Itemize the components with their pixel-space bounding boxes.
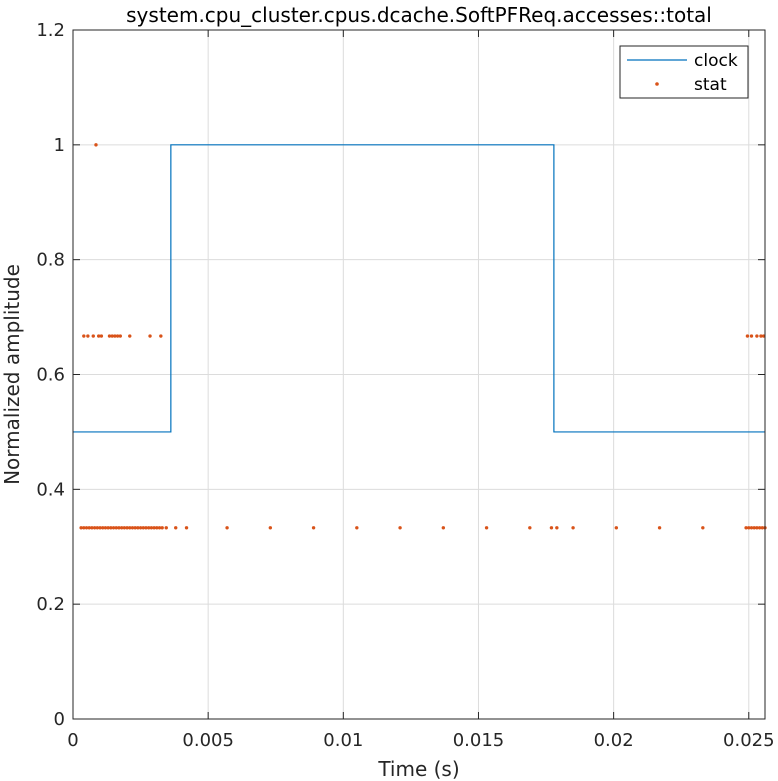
stat-point: [159, 334, 163, 338]
stat-point: [149, 526, 154, 530]
stat-point: [146, 526, 151, 530]
legend: clock stat: [619, 45, 749, 99]
x-tick-label: 0: [67, 730, 78, 751]
stat-point: [160, 526, 164, 530]
stat-point: [103, 526, 108, 530]
stat-point: [164, 526, 168, 530]
stat-point: [87, 526, 91, 530]
stat-point: [133, 526, 137, 530]
stat-point: [109, 526, 113, 530]
ticks: 0 0.005 0.01 0.015 0.02 0.025 0 0.2 0.4 0.6 0.8 1 1.…: [36, 20, 774, 751]
stat-point: [571, 526, 575, 530]
legend-stat-marker: [655, 82, 659, 86]
stat-point: [144, 526, 148, 530]
stat-point: [106, 526, 110, 530]
stat-point: [79, 526, 83, 530]
stat-point: [128, 334, 132, 338]
x-tick-label: 0.01: [323, 730, 363, 751]
stat-point: [148, 334, 152, 338]
stat-point: [111, 526, 116, 530]
stat-point: [555, 526, 559, 530]
x-tick-label: 0.005: [182, 730, 234, 751]
stat-point: [759, 334, 763, 338]
y-tick-label: 1: [54, 135, 65, 156]
stat-point: [225, 526, 229, 530]
stat-point: [101, 526, 105, 530]
stat-point: [122, 526, 127, 530]
stat-point: [745, 334, 750, 338]
stat-point: [118, 334, 123, 338]
stat-point: [90, 526, 94, 530]
stat-point: [141, 526, 145, 530]
series-layer: [73, 143, 767, 530]
stat-point: [84, 526, 89, 530]
x-tick-label: 0.02: [594, 730, 634, 751]
series-clock-line: [73, 144, 765, 433]
legend-box: [619, 45, 749, 99]
stat-point: [757, 526, 762, 530]
legend-stat-label: stat: [694, 75, 727, 95]
y-tick-label: 1.2: [36, 20, 65, 41]
stat-point: [184, 526, 189, 530]
stat-point: [119, 526, 124, 530]
stat-point: [174, 526, 178, 530]
stat-point: [96, 334, 101, 338]
stat-point: [355, 526, 359, 530]
stat-point: [117, 526, 121, 530]
stat-point: [152, 526, 156, 530]
stat-point: [95, 526, 100, 530]
stat-point: [528, 526, 532, 530]
stat-point: [98, 526, 102, 530]
stat-point: [99, 334, 104, 338]
x-axis-label: Time (s): [377, 757, 459, 781]
stat-point: [86, 334, 90, 338]
y-axis-label: Normalized amplitude: [0, 264, 24, 485]
stat-point: [138, 526, 143, 530]
y-tick-label: 0.6: [36, 365, 65, 386]
stat-point: [441, 526, 446, 530]
stat-point: [755, 526, 759, 530]
stat-point: [752, 526, 756, 530]
stat-point: [157, 526, 162, 530]
chart-title: system.cpu_cluster.cpus.dcache.SoftPFReq…: [126, 3, 712, 27]
stat-point: [115, 334, 120, 338]
stat-point: [136, 526, 140, 530]
legend-clock-label: clock: [694, 51, 738, 71]
stat-point: [92, 526, 97, 530]
stat-point: [398, 526, 402, 530]
stat-point: [155, 526, 159, 530]
y-tick-label: 0: [54, 709, 65, 730]
y-tick-label: 0.2: [36, 594, 65, 615]
x-tick-label: 0.025: [723, 730, 775, 751]
stat-point: [614, 526, 619, 530]
stat-point: [749, 526, 754, 530]
stat-point: [484, 526, 489, 530]
stat-point: [82, 334, 86, 338]
y-tick-label: 0.4: [36, 479, 65, 500]
stat-point: [549, 526, 554, 530]
stat-point: [128, 526, 132, 530]
stat-point: [747, 526, 751, 530]
stat-point: [125, 526, 129, 530]
stat-point: [268, 526, 273, 530]
stat-point: [744, 526, 748, 530]
stat-point: [113, 334, 117, 338]
stat-point: [749, 334, 754, 338]
stat-point: [91, 334, 95, 338]
stat-point: [130, 526, 135, 530]
stat-point: [311, 526, 316, 530]
x-tick-label: 0.015: [453, 730, 505, 751]
stat-point: [114, 526, 118, 530]
stat-point: [107, 334, 112, 338]
stat-point: [657, 526, 662, 530]
y-tick-label: 0.8: [36, 250, 65, 271]
stat-point: [82, 526, 86, 530]
stat-point: [110, 334, 114, 338]
stat-point: [94, 143, 98, 147]
stat-point: [701, 526, 705, 530]
stat-point: [760, 526, 764, 530]
stat-point: [755, 334, 759, 338]
